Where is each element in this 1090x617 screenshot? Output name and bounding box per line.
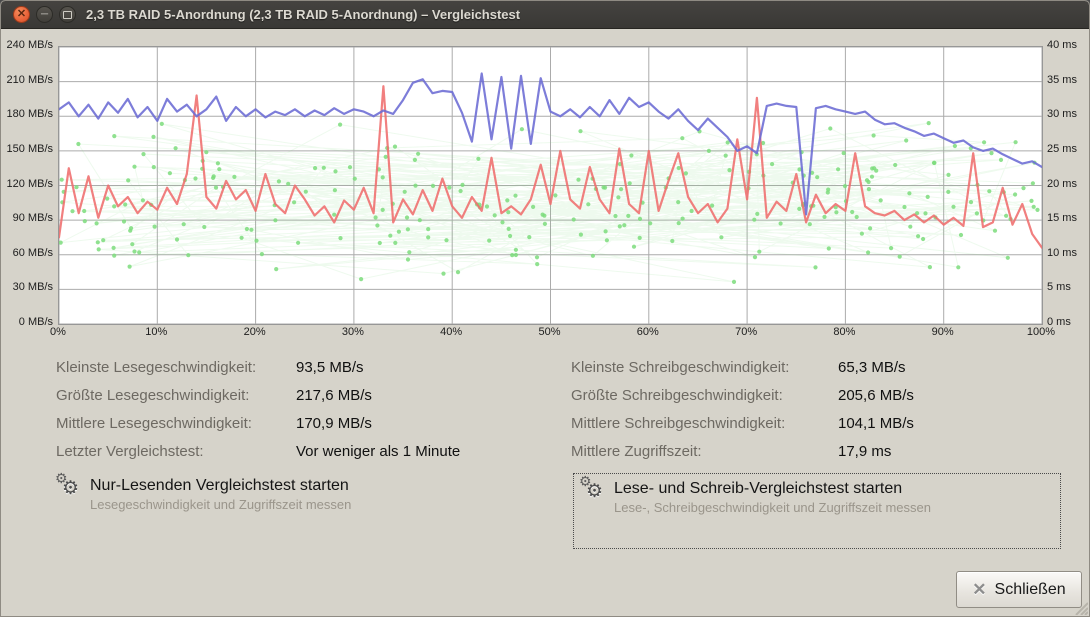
window-close-button[interactable]: ✕: [13, 6, 30, 23]
window-minimize-button[interactable]: ─: [36, 6, 53, 23]
stat-value: 104,1 MB/s: [838, 414, 914, 432]
start-read-only-benchmark-button[interactable]: ⚙ ⚙ Nur-Lesenden Vergleichstest starten L…: [55, 470, 516, 523]
y-axis-right-tick: 40 ms: [1047, 39, 1077, 51]
y-axis-right-tick: 0 ms: [1047, 316, 1071, 328]
y-axis-right-tick: 35 ms: [1047, 73, 1077, 86]
stat-row: Größte Schreibgeschwindigkeit: 205,6 MB/s: [571, 381, 914, 409]
x-axis-tick: 10%: [145, 326, 168, 338]
y-axis-left-tick: 210 MB/s: [6, 73, 53, 86]
chart-canvas: [57, 46, 1044, 325]
read-write-benchmark-subtitle: Lese-, Schreibgeschwindigkeit und Zugrif…: [614, 500, 931, 515]
x-axis-tick: 20%: [243, 326, 266, 338]
close-button-label: Schließen: [994, 580, 1066, 598]
stat-label: Größte Schreibgeschwindigkeit:: [571, 386, 783, 404]
x-axis-tick: 90%: [931, 326, 954, 338]
window-title: 2,3 TB RAID 5-Anordnung (2,3 TB RAID 5-A…: [86, 7, 521, 22]
write-stats-column: Kleinste Schreibgeschwindigkeit: 65,3 MB/…: [571, 353, 914, 465]
stat-label: Mittlere Zugriffszeit:: [571, 442, 702, 460]
stat-value: 205,6 MB/s: [838, 386, 914, 404]
stat-label: Kleinste Schreibgeschwindigkeit:: [571, 358, 790, 376]
y-axis-left-tick: 90 MB/s: [12, 212, 53, 225]
stat-value: 17,9 ms: [838, 442, 892, 460]
x-axis-tick: 50%: [538, 326, 561, 338]
x-axis-tick: 80%: [833, 326, 856, 338]
stat-label: Größte Lesegeschwindigkeit:: [56, 386, 250, 404]
titlebar[interactable]: ✕ ─ 2,3 TB RAID 5-Anordnung (2,3 TB RAID…: [1, 1, 1089, 29]
stat-value: 170,9 MB/s: [296, 414, 372, 432]
benchmark-gears-icon: ⚙ ⚙: [579, 473, 604, 502]
stat-value: 93,5 MB/s: [296, 358, 364, 376]
close-x-icon: ✕: [972, 579, 987, 599]
read-write-benchmark-title: Lese- und Schreib-Vergleichstest starten: [614, 480, 903, 497]
start-read-write-benchmark-button[interactable]: ⚙ ⚙ Lese- und Schreib-Vergleichstest star…: [573, 473, 1061, 549]
stat-row: Kleinste Schreibgeschwindigkeit: 65,3 MB/…: [571, 353, 914, 381]
close-icon: ✕: [16, 7, 27, 20]
y-axis-left-tick: 120 MB/s: [6, 177, 53, 190]
x-axis-tick: 60%: [636, 326, 659, 338]
y-axis-left-tick: 240 MB/s: [6, 39, 53, 51]
y-axis-left-tick: 150 MB/s: [6, 142, 53, 155]
read-only-benchmark-title: Nur-Lesenden Vergleichstest starten: [90, 477, 349, 494]
y-axis-left-tick: 60 MB/s: [12, 246, 53, 259]
stat-row: Kleinste Lesegeschwindigkeit: 93,5 MB/s: [56, 353, 460, 381]
stat-value: Vor weniger als 1 Minute: [296, 442, 461, 460]
y-axis-right-tick: 10 ms: [1047, 246, 1077, 259]
benchmark-gears-icon: ⚙ ⚙: [55, 470, 80, 499]
y-axis-right-tick: 5 ms: [1047, 281, 1071, 294]
stat-label: Mittlere Lesegeschwindigkeit:: [56, 414, 252, 432]
y-axis-right-tick: 15 ms: [1047, 212, 1077, 225]
x-axis-tick: 70%: [735, 326, 758, 338]
maximize-icon: [63, 10, 72, 19]
stat-row: Letzter Vergleichstest: Vor weniger als 1…: [56, 437, 460, 465]
y-axis-right-tick: 20 ms: [1047, 177, 1077, 190]
stat-row: Mittlere Lesegeschwindigkeit: 170,9 MB/s: [56, 409, 460, 437]
y-axis-right-tick: 30 ms: [1047, 108, 1077, 121]
y-axis-right-tick: 25 ms: [1047, 142, 1077, 155]
x-axis-tick: 0%: [50, 326, 66, 338]
x-axis-tick: 100%: [1026, 326, 1056, 338]
y-axis-left-tick: 30 MB/s: [12, 281, 53, 294]
stat-label: Kleinste Lesegeschwindigkeit:: [56, 358, 257, 376]
minimize-icon: ─: [40, 8, 49, 20]
stat-row: Größte Lesegeschwindigkeit: 217,6 MB/s: [56, 381, 460, 409]
stat-row: Mittlere Zugriffszeit: 17,9 ms: [571, 437, 914, 465]
read-stats-column: Kleinste Lesegeschwindigkeit: 93,5 MB/s Gr…: [56, 353, 460, 465]
stat-label: Mittlere Schreibgeschwindigkeit:: [571, 414, 786, 432]
x-axis-tick: 40%: [440, 326, 463, 338]
window-maximize-button[interactable]: [59, 6, 76, 23]
y-axis-left-tick: 180 MB/s: [6, 108, 53, 121]
stat-value: 65,3 MB/s: [838, 358, 906, 376]
read-only-benchmark-subtitle: Lesegeschwindigkeit und Zugriffszeit mes…: [90, 497, 352, 512]
stat-value: 217,6 MB/s: [296, 386, 372, 404]
stat-row: Mittlere Schreibgeschwindigkeit: 104,1 MB…: [571, 409, 914, 437]
y-axis-left-tick: 0 MB/s: [18, 316, 53, 328]
stat-label: Letzter Vergleichstest:: [56, 442, 204, 460]
resize-grip[interactable]: [1070, 597, 1088, 615]
benchmark-chart: [57, 46, 1044, 325]
x-axis-tick: 30%: [341, 326, 364, 338]
close-dialog-button[interactable]: ✕ Schließen: [956, 571, 1082, 608]
